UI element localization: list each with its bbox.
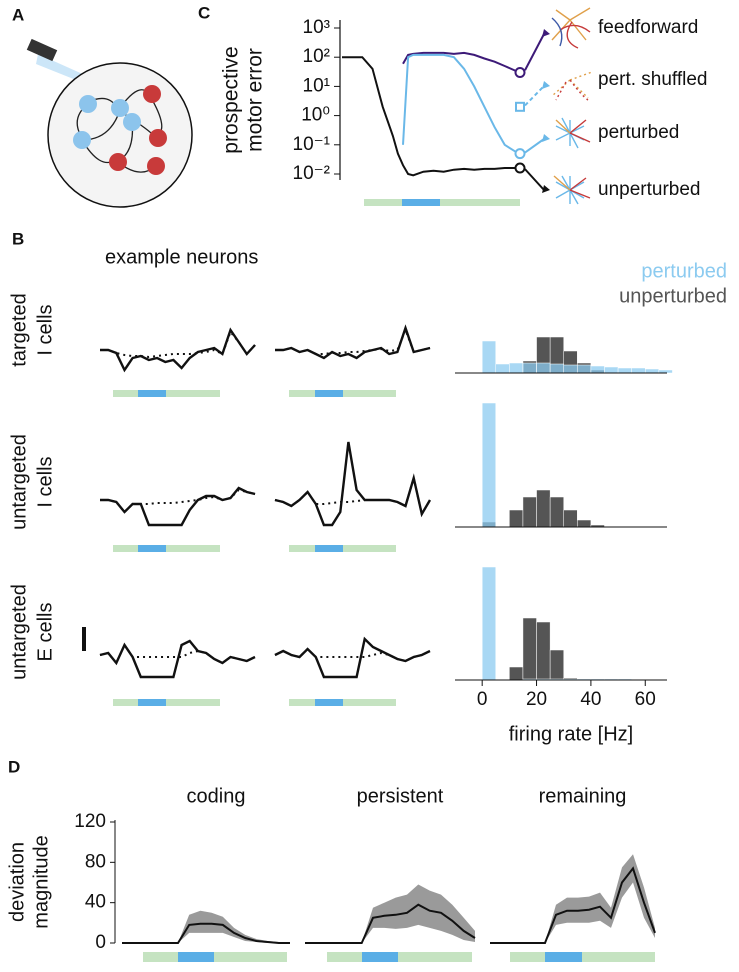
deviation-line — [122, 922, 290, 944]
hist-bar — [481, 340, 497, 374]
hist-bar — [549, 363, 564, 374]
hist-bar — [577, 364, 592, 374]
legend-label: feedforward — [598, 17, 698, 38]
stimulus-bars — [113, 199, 655, 962]
neuron-trace — [100, 327, 256, 373]
legend-arrow — [524, 33, 545, 71]
x-tick-label: 20 — [526, 689, 547, 710]
legend-label: perturbed — [598, 122, 679, 143]
series-line — [402, 51, 521, 74]
y-tick-label: 10⁻² — [293, 163, 331, 184]
y-tick-label: 80 — [85, 851, 106, 872]
hist-bar — [522, 496, 537, 528]
hist-bar — [563, 509, 578, 528]
y-tick-label: 10³ — [303, 17, 330, 38]
hist-bar — [645, 368, 660, 374]
hist-bar — [481, 566, 497, 681]
hist-bar — [481, 402, 497, 528]
reference-trace — [100, 330, 256, 359]
legend-icons — [551, 7, 593, 205]
y-axis-label: motor error — [244, 48, 267, 152]
deviation-line — [305, 903, 476, 944]
hist-bar — [509, 362, 524, 374]
hist-bar — [495, 363, 510, 374]
end-marker — [514, 148, 526, 160]
row-label: I cells — [34, 456, 56, 507]
panel-label: B — [12, 229, 24, 248]
legend-arrow — [524, 85, 545, 107]
y-tick-label: 10⁻¹ — [293, 134, 331, 155]
hist-bar — [577, 519, 592, 528]
neuron-trace — [274, 636, 431, 679]
reference-trace — [275, 327, 431, 355]
deviation-band — [305, 884, 475, 943]
neuron-trace — [99, 639, 256, 679]
y-tick-label: 10² — [303, 46, 330, 67]
deviation-band — [490, 854, 655, 943]
legend-label: perturbed — [641, 260, 727, 282]
row-label: targeted — [8, 293, 30, 366]
arrow-head — [542, 185, 550, 193]
row-label: untargeted — [8, 434, 30, 530]
hist-bar — [509, 666, 524, 681]
neuron-trace — [100, 486, 256, 527]
row-label: untargeted — [8, 584, 30, 680]
panel-title: coding — [187, 785, 246, 807]
row-label: E cells — [34, 603, 56, 662]
network-illustration — [26, 38, 193, 208]
deviation-line — [490, 866, 656, 944]
hist-bar — [604, 366, 619, 374]
y-tick-label: 10¹ — [303, 75, 330, 96]
series-line — [342, 56, 520, 177]
x-tick-label: 40 — [580, 689, 601, 710]
hist-bar — [549, 496, 564, 528]
hist-bar — [617, 367, 632, 374]
legend-label: pert. shuffled — [598, 69, 708, 90]
neuron-trace — [274, 441, 432, 527]
series-line — [402, 53, 521, 155]
panel-label: C — [198, 3, 210, 22]
deviation-band — [122, 910, 290, 943]
hist-bar — [631, 367, 646, 374]
neuron-trace — [275, 324, 431, 360]
legend-label: unperturbed — [619, 285, 727, 307]
hist-bar — [522, 362, 537, 374]
x-tick-label: 0 — [477, 689, 488, 710]
y-tick-label: 0 — [95, 932, 106, 953]
y-tick-label: 120 — [74, 811, 106, 832]
end-marker — [514, 162, 526, 174]
reference-trace — [274, 474, 431, 517]
end-marker — [514, 66, 526, 78]
panel-label: A — [12, 5, 24, 24]
x-tick-label: 60 — [635, 689, 656, 710]
y-axis-label: prospective — [220, 46, 243, 153]
panel-title: persistent — [357, 785, 444, 807]
y-tick-label: 40 — [85, 892, 106, 913]
hist-bar — [536, 362, 551, 374]
y-tick-label: 10⁰ — [301, 105, 330, 126]
arrow-head — [542, 81, 550, 89]
hist-bar — [590, 365, 605, 374]
hist-bar — [563, 364, 578, 374]
hist-bar — [536, 489, 551, 528]
panel-title: remaining — [539, 785, 627, 807]
arrow-head — [542, 29, 550, 37]
row-label: I cells — [34, 304, 56, 355]
x-axis-label: firing rate [Hz] — [509, 723, 633, 745]
legend-label: unperturbed — [598, 179, 700, 200]
hist-bar — [509, 509, 524, 528]
chart-title: example neurons — [105, 246, 258, 268]
legend-arrow — [524, 168, 545, 191]
y-axis-label: magnitude — [30, 835, 52, 928]
end-marker — [515, 101, 525, 112]
legend-arrow — [524, 138, 545, 154]
y-axis-label: deviation — [6, 842, 28, 922]
arrow-head — [542, 134, 550, 142]
hist-bar — [522, 617, 537, 681]
hist-bar — [536, 621, 551, 681]
panel-label: D — [8, 757, 20, 776]
hist-bar — [549, 649, 564, 681]
